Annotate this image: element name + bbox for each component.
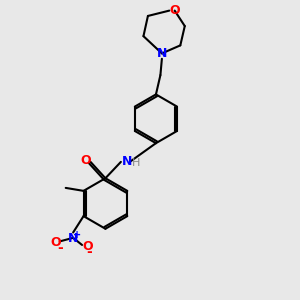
Text: -: - bbox=[87, 244, 92, 259]
Text: N: N bbox=[122, 155, 133, 168]
Text: +: + bbox=[73, 230, 81, 240]
Text: O: O bbox=[50, 236, 61, 249]
Text: O: O bbox=[169, 4, 180, 17]
Text: N: N bbox=[157, 47, 167, 60]
Text: O: O bbox=[82, 240, 93, 253]
Text: N: N bbox=[68, 232, 78, 245]
Text: O: O bbox=[80, 154, 91, 167]
Text: -: - bbox=[57, 241, 63, 255]
Text: H: H bbox=[132, 158, 140, 168]
